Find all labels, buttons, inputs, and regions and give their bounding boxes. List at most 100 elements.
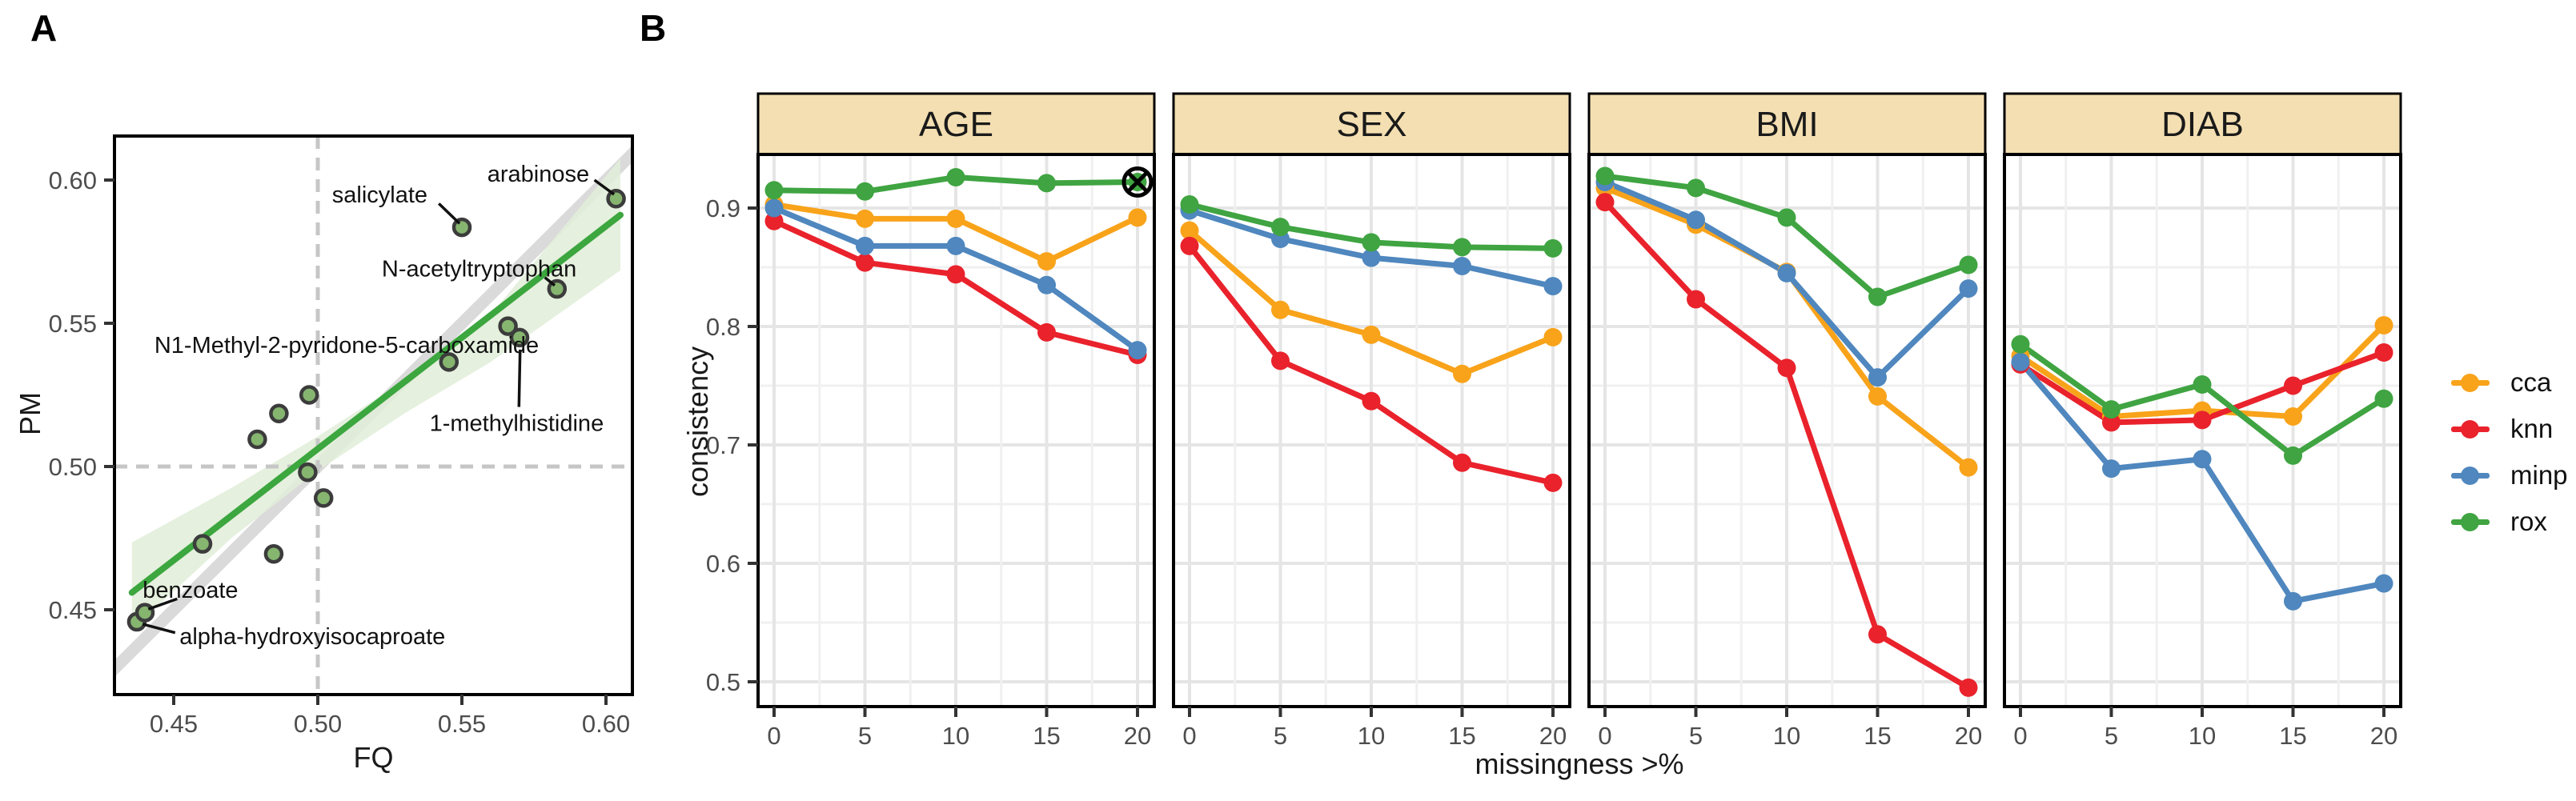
- legend-swatch-knn-icon: [2451, 419, 2490, 439]
- facet-title-sex: SEX: [1336, 105, 1406, 144]
- label-leader-line: [517, 349, 522, 407]
- legend-swatch-cca-icon: [2451, 373, 2490, 392]
- x-tick-label: 20: [1539, 722, 1567, 750]
- x-tick-label: 0: [1182, 722, 1196, 750]
- data-point-knn: [1777, 358, 1796, 378]
- x-tick-label: 10: [1358, 722, 1385, 750]
- x-tick-label: 15: [1864, 722, 1891, 750]
- x-tick-label: 5: [858, 722, 872, 750]
- legend-label-minp: minp: [2510, 460, 2568, 490]
- data-point-rox: [1037, 174, 1056, 193]
- confidence-band: [131, 158, 621, 631]
- data-point-cca: [1543, 327, 1563, 346]
- x-tick-label: 15: [1448, 722, 1475, 750]
- scatter-plot-area: [114, 136, 632, 695]
- data-point-knn: [1037, 322, 1056, 342]
- facet-bmi: BMI 0 5 10 15 20: [1587, 92, 1987, 750]
- data-point-knn: [2284, 376, 2302, 395]
- x-tick-label: 15: [1033, 722, 1060, 750]
- x-tick-label: 20: [1955, 722, 1982, 750]
- data-point-minp: [2284, 591, 2302, 611]
- label-leader-line: [593, 178, 616, 196]
- data-point-minp: [764, 198, 784, 218]
- facet-sex: SEX 0 5 10 15 20: [1172, 92, 1571, 750]
- point-label-arabinose: arabinose: [488, 162, 589, 187]
- data-point-rox: [2011, 334, 2030, 354]
- scatter-point: [498, 316, 518, 336]
- data-point-minp: [2193, 450, 2212, 469]
- scatter-point: [192, 534, 213, 554]
- x-tick-label: 20: [2370, 722, 2397, 750]
- data-point-knn: [1868, 625, 1887, 644]
- data-point-cca: [2284, 407, 2302, 426]
- y-axis-label-pm: PM: [14, 392, 46, 435]
- data-point-rox: [1543, 238, 1563, 258]
- data-point-minp: [2011, 352, 2030, 371]
- x-tick-label: 0: [2013, 722, 2027, 750]
- data-point-minp: [1128, 341, 1147, 360]
- x-axis-label-fq: FQ: [353, 741, 394, 774]
- data-point-rox: [1271, 218, 1290, 237]
- data-point-minp: [1453, 257, 1471, 276]
- y-tick-label: 0.7: [706, 431, 740, 459]
- x-tick-label: 10: [1773, 722, 1800, 750]
- data-point-cca: [1180, 221, 1199, 240]
- data-point-rox: [1777, 208, 1796, 227]
- facet-strip-bmi: [1587, 92, 1987, 156]
- label-leader-line: [437, 202, 461, 225]
- data-point-knn: [1362, 391, 1381, 411]
- data-point-cca: [1453, 364, 1471, 383]
- legend-label-cca: cca: [2510, 367, 2552, 397]
- data-point-rox: [856, 182, 874, 201]
- data-point-knn: [856, 253, 874, 272]
- data-point-minp: [1777, 263, 1796, 282]
- data-point-knn: [1453, 453, 1471, 472]
- data-point-cca: [2374, 316, 2393, 335]
- data-point-rox: [1180, 195, 1199, 214]
- data-point-cca: [1362, 325, 1381, 344]
- x-tick-label: 5: [1689, 722, 1703, 750]
- data-point-knn: [1959, 678, 1978, 697]
- point-label-salicylate: salicylate: [332, 182, 427, 208]
- y-tick-label: 0.6: [706, 550, 740, 578]
- facet-title-age: AGE: [919, 105, 993, 144]
- scatter-point: [269, 403, 289, 424]
- data-point-rox: [1595, 166, 1615, 186]
- data-point-knn: [1543, 473, 1563, 492]
- data-point-minp: [946, 236, 965, 255]
- x-tick-label: 0: [767, 722, 780, 750]
- label-leader-line: [142, 623, 176, 635]
- data-point-minp: [1868, 368, 1887, 387]
- circled-x-annotation-icon: [1121, 166, 1154, 198]
- data-point-cca: [1868, 386, 1887, 406]
- facet-strip-diab: [2003, 92, 2402, 156]
- legend-item-knn: knn: [2451, 406, 2568, 452]
- data-point-minp: [856, 236, 874, 255]
- facet-strip-sex: [1172, 92, 1571, 156]
- data-point-rox: [1959, 255, 1978, 274]
- facet-strip-age: [756, 92, 1156, 156]
- y-tick-label: 0.50: [49, 453, 97, 481]
- data-point-rox: [1868, 287, 1887, 306]
- data-point-rox: [1687, 178, 1705, 198]
- data-point-knn: [1595, 193, 1615, 212]
- data-point-knn: [2193, 411, 2212, 430]
- point-label-benzoate: benzoate: [142, 578, 238, 603]
- y-tick-label: 0.60: [49, 166, 97, 194]
- y-axis-label-consistency: consistency: [681, 346, 714, 497]
- scatter-point-1-methylhistidine: [509, 327, 530, 348]
- label-leader-line: [147, 597, 178, 611]
- x-tick-label: 20: [1124, 722, 1151, 750]
- legend-item-minp: minp: [2451, 452, 2568, 499]
- x-tick-label: 5: [1274, 722, 1287, 750]
- facet-age: AGE 0 5 10 15 20 0.9 0.8 0.7 0.6 0.5: [706, 92, 1156, 750]
- label-leader-line: [544, 276, 556, 287]
- point-label-n-acetyltryptophan: N-acetyltryptophan: [382, 256, 576, 282]
- legend: cca knn minp rox: [2451, 359, 2568, 545]
- legend-swatch-rox-icon: [2451, 512, 2490, 531]
- data-point-cca: [1037, 252, 1056, 271]
- panel-b-label: B: [640, 7, 667, 49]
- y-tick-label: 0.8: [706, 313, 740, 341]
- scatter-point-labels: salicylate arabinose N-acetyltryptophan N1-…: [142, 162, 616, 650]
